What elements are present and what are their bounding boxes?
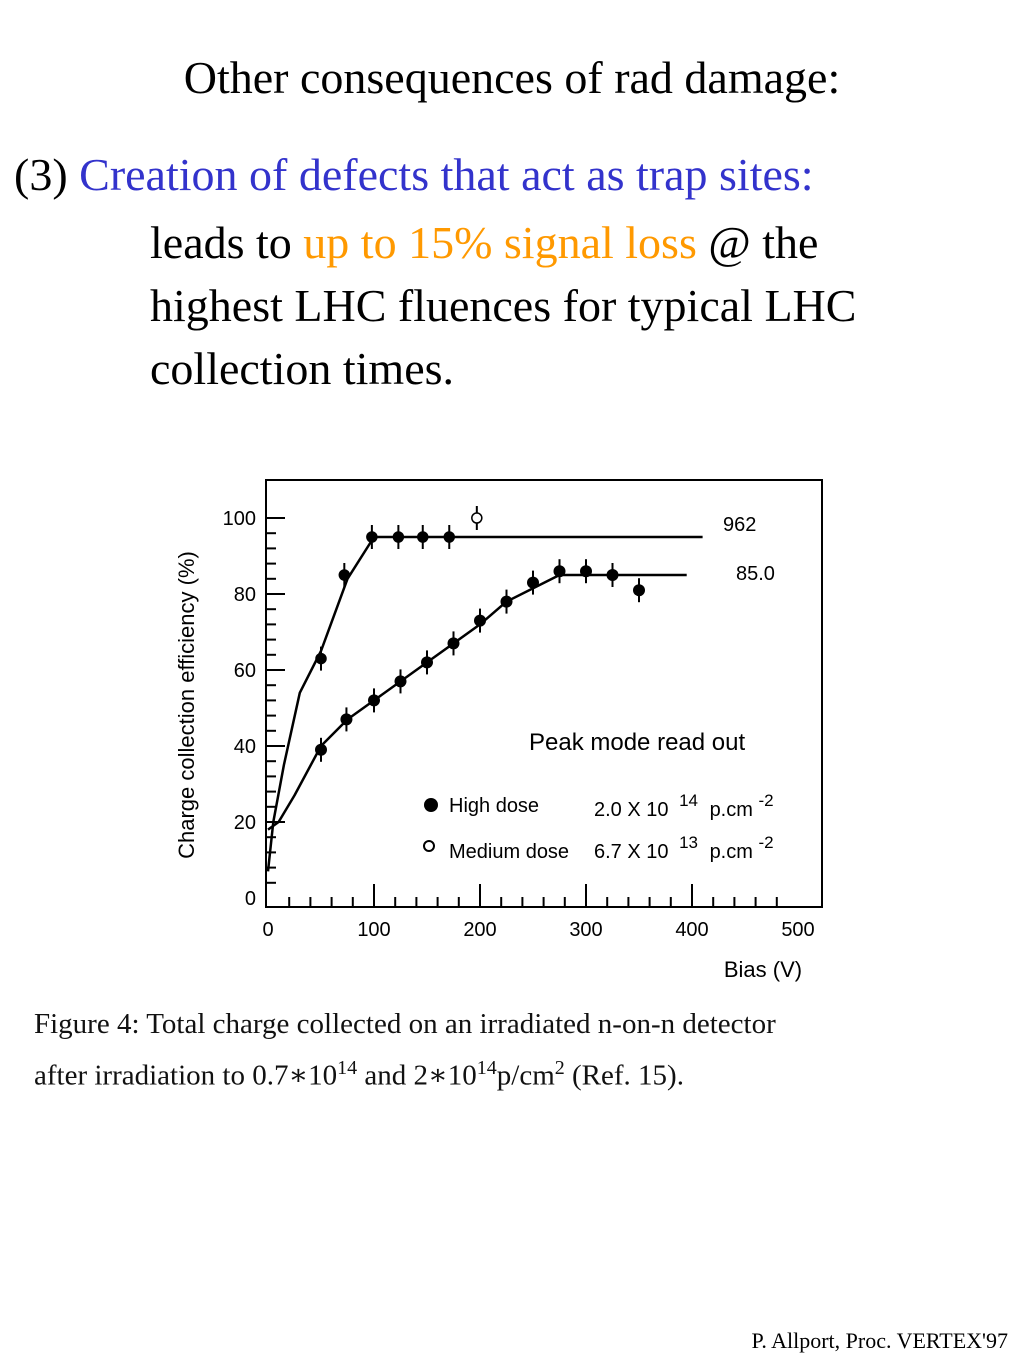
legend-unit-high-exp: -2 [758, 791, 773, 810]
caption-exp-3: 2 [554, 1057, 565, 1079]
data-point-high [447, 637, 460, 650]
y-tick-label: 100 [223, 508, 256, 530]
data-point-high [500, 595, 513, 608]
data-point-medium [315, 652, 327, 665]
data-point-medium [471, 512, 483, 524]
data-point-medium [443, 531, 456, 543]
y-tick-label: 40 [234, 736, 256, 758]
plateau-label-medium: 962 [723, 514, 756, 536]
data-point-high [340, 713, 353, 726]
chart-annotation: Peak mode read out [529, 729, 745, 756]
x-tick-label: 500 [781, 919, 814, 941]
caption-line-1: Figure 4: Total charge collected on an i… [34, 1008, 776, 1040]
legend-dose-medium: 6.7 X 10 13 p.cm -2 [594, 831, 774, 863]
data-point-medium [366, 531, 378, 543]
y-tick-label: 60 [234, 660, 256, 682]
legend-dose-medium-exp: 13 [679, 833, 698, 852]
legend-marker-filled [424, 798, 438, 812]
data-point-high [527, 576, 539, 589]
y-tick-label: 80 [234, 584, 256, 606]
charge-collection-chart: 0 100 200 300 400 500 0 20 40 60 80 100 962 85.0 Pe… [174, 479, 823, 982]
slide-title: Other consequences of rad damage: [183, 52, 841, 103]
data-point-high [580, 565, 592, 578]
legend-dose-high-exp: 14 [679, 791, 698, 810]
data-point-high [633, 584, 645, 597]
y-tick-label: 20 [234, 812, 256, 834]
body-line-1: leads to up to 15% signal loss @ the [150, 211, 980, 274]
point-body: leads to up to 15% signal loss @ the hig… [150, 211, 980, 400]
data-point-medium [392, 531, 405, 543]
legend-dose-high-base: 2.0 X 10 [594, 799, 669, 821]
x-tick-label: 200 [463, 919, 496, 941]
caption-part-c: p/cm [496, 1059, 555, 1092]
data-point-high [368, 694, 380, 707]
y-tick-label: 0 [245, 888, 256, 910]
body-line-2: highest LHC fluences for typical LHC [150, 280, 857, 331]
x-tick-label: 300 [569, 919, 602, 941]
point-heading: Creation of defects that act as trap sit… [79, 149, 814, 200]
axis-ticks: 0 100 200 300 400 500 0 20 40 60 80 100 [223, 508, 815, 941]
legend-dose-high: 2.0 X 10 14 p.cm -2 [594, 789, 774, 821]
data-point-medium [417, 531, 429, 543]
legend-unit-medium: p.cm [710, 841, 753, 863]
point-heading-line: (3) Creation of defects that act as trap… [14, 147, 1014, 203]
source-credit: P. Allport, Proc. VERTEX'97 [751, 1328, 1008, 1353]
data-point-high [315, 743, 327, 756]
data-point-medium [338, 569, 351, 581]
x-tick-label: 0 [262, 919, 273, 941]
caption-exp-1: 14 [337, 1057, 358, 1079]
body-line-1-end: @ the [708, 217, 819, 268]
data-point-high [421, 656, 433, 669]
figure-caption: Figure 4: Total charge collected on an i… [34, 1002, 994, 1098]
data-point-high [553, 565, 566, 578]
legend-marker-open [423, 840, 435, 852]
data-point-high [474, 614, 486, 627]
fit-curve-high [267, 573, 687, 831]
y-axis-label: Charge collection efficiency (%) [174, 551, 199, 859]
caption-exp-2: 14 [476, 1057, 497, 1079]
point-number: (3) [14, 149, 68, 200]
x-tick-label: 100 [357, 919, 390, 941]
legend-label-medium: Medium dose [449, 841, 569, 863]
body-line-1-start: leads to [150, 217, 292, 268]
caption-part-d: (Ref. 15). [564, 1059, 684, 1092]
caption-part-b: and 2∗10 [357, 1059, 477, 1092]
fit-curve-medium [266, 535, 703, 872]
x-axis-label: Bias (V) [724, 957, 802, 982]
legend-label-high: High dose [449, 795, 539, 817]
legend: High dose 2.0 X 10 14 p.cm -2 Medium dos… [423, 789, 774, 863]
plateau-label-high: 85.0 [736, 563, 775, 585]
caption-line-2: after irradiation to 0.7∗1014 and 2∗1014… [34, 1046, 994, 1098]
legend-unit-high: p.cm [710, 799, 753, 821]
body-line-3: collection times. [150, 343, 455, 394]
data-points [315, 506, 645, 762]
caption-part-a: after irradiation to 0.7∗10 [34, 1059, 338, 1092]
x-tick-label: 400 [675, 919, 708, 941]
legend-unit-medium-exp: -2 [758, 833, 773, 852]
legend-dose-medium-base: 6.7 X 10 [594, 841, 669, 863]
data-point-high [606, 569, 619, 581]
signal-loss-highlight: up to 15% signal loss [303, 217, 697, 268]
data-point-high [394, 675, 407, 688]
